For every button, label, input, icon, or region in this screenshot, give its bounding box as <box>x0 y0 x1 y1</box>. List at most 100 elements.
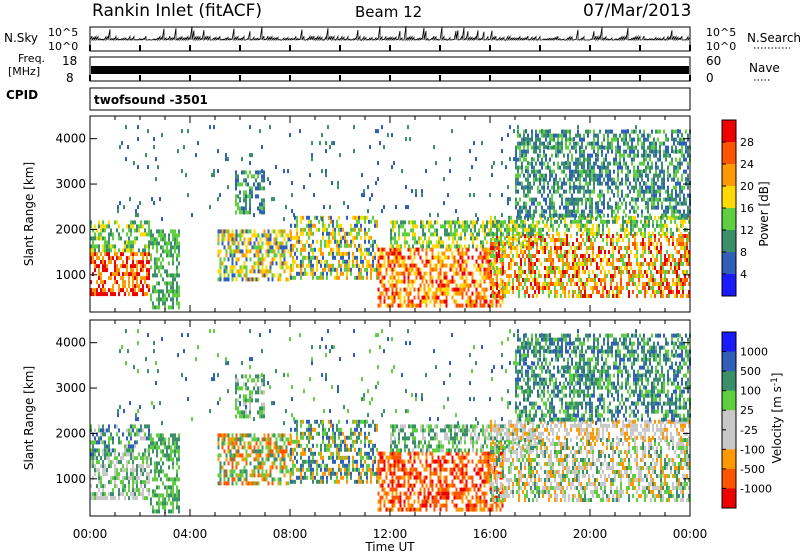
range-gate-cell <box>586 238 588 242</box>
range-gate-cell <box>104 244 106 249</box>
range-gate-cell <box>504 270 506 274</box>
range-gate-cell <box>255 170 257 175</box>
range-gate-cell <box>176 289 178 294</box>
range-gate-cell <box>102 236 104 241</box>
range-gate-cell <box>247 229 250 234</box>
range-gate-cell <box>606 242 608 246</box>
range-gate-cell <box>241 182 243 187</box>
range-gate-cell <box>476 244 478 249</box>
range-gate-cell <box>618 215 620 220</box>
range-gate-cell <box>435 267 438 272</box>
range-gate-cell <box>114 248 116 253</box>
range-gate-cell <box>560 250 562 254</box>
range-gate-cell <box>667 137 669 142</box>
range-gate-cell <box>665 213 667 218</box>
range-gate-cell <box>574 219 576 224</box>
range-gate-cell <box>570 278 572 282</box>
range-gate-cell <box>589 161 591 166</box>
range-gate-cell <box>523 157 525 162</box>
range-gate-cell <box>439 303 442 308</box>
range-gate-cell <box>617 149 619 154</box>
range-gate-cell <box>568 262 570 266</box>
range-gate-cell <box>523 205 525 210</box>
range-gate-cell <box>390 240 392 245</box>
range-gate-cell <box>548 234 550 238</box>
range-gate-cell <box>160 265 162 270</box>
range-gate-cell <box>520 215 522 220</box>
range-gate-cell <box>564 250 566 254</box>
range-gate-cell <box>587 185 589 190</box>
range-gate-cell <box>464 228 466 233</box>
range-gate-cell <box>648 219 650 224</box>
range-gate-cell <box>92 236 94 241</box>
range-gate-cell <box>635 173 637 178</box>
range-gate-cell <box>269 269 272 274</box>
range-gate-cell <box>456 220 458 225</box>
range-gate-cell <box>324 239 326 244</box>
range-gate-cell <box>431 295 434 300</box>
range-gate-cell <box>530 246 532 250</box>
range-gate-cell <box>348 255 350 260</box>
range-gate-cell <box>535 149 537 154</box>
range-gate-cell <box>128 280 130 285</box>
range-gate-cell <box>493 291 496 296</box>
range-gate-cell <box>241 206 243 211</box>
range-gate-cell <box>434 220 436 225</box>
range-gate-cell <box>562 270 564 274</box>
range-gate-cell <box>239 190 241 195</box>
range-gate-cell <box>625 137 627 142</box>
range-gate-cell <box>580 290 582 294</box>
range-gate-cell <box>661 177 663 182</box>
range-gate-cell <box>644 215 646 220</box>
range-gate-cell <box>609 161 611 166</box>
range-gate-cell <box>523 173 525 178</box>
range-gate-cell <box>653 197 655 202</box>
range-gate-cell <box>457 247 460 252</box>
range-gate-cell <box>561 169 563 174</box>
range-gate-cell <box>598 227 600 232</box>
range-gate-cell <box>650 215 652 220</box>
range-gate-cell <box>116 476 118 481</box>
range-gate-cell <box>682 294 684 298</box>
range-gate-cell <box>483 291 486 296</box>
range-gate-cell <box>506 240 508 245</box>
range-gate-cell <box>604 219 606 224</box>
range-gate-cell <box>455 287 458 292</box>
range-gate-cell <box>219 269 222 274</box>
range-gate-cell <box>550 266 552 270</box>
range-gate-cell <box>362 215 364 220</box>
range-gate-cell <box>625 201 627 206</box>
range-gate-cell <box>166 269 168 274</box>
range-gate-cell <box>362 259 364 264</box>
range-gate-cell <box>580 215 582 220</box>
range-gate-cell <box>611 149 613 154</box>
range-gate-cell <box>353 149 355 154</box>
range-gate-cell <box>555 153 557 158</box>
range-gate-cell <box>263 174 265 179</box>
range-gate-cell <box>172 285 174 290</box>
range-gate-cell <box>518 282 520 286</box>
range-gate-cell <box>607 205 609 210</box>
range-gate-cell <box>421 275 424 280</box>
range-gate-cell <box>128 488 130 493</box>
range-gate-cell <box>548 282 550 286</box>
range-gate-cell <box>144 264 146 269</box>
range-gate-cell <box>528 278 530 282</box>
range-gate-cell <box>408 232 410 237</box>
range-gate-cell <box>683 153 685 158</box>
range-gate-cell <box>621 201 623 206</box>
range-gate-cell <box>528 228 530 233</box>
range-gate-cell <box>578 242 580 246</box>
range-gate-cell <box>285 241 288 246</box>
range-gate-cell <box>637 141 639 146</box>
range-gate-cell <box>231 237 234 242</box>
range-gate-cell <box>563 165 565 170</box>
range-gate-cell <box>427 287 430 292</box>
range-gate-cell <box>512 290 514 294</box>
range-gate-cell <box>583 133 585 138</box>
range-gate-cell <box>572 242 574 246</box>
range-gate-cell <box>494 242 496 246</box>
range-gate-cell <box>615 145 617 150</box>
range-gate-cell <box>300 251 302 256</box>
range-gate-cell <box>633 189 635 194</box>
